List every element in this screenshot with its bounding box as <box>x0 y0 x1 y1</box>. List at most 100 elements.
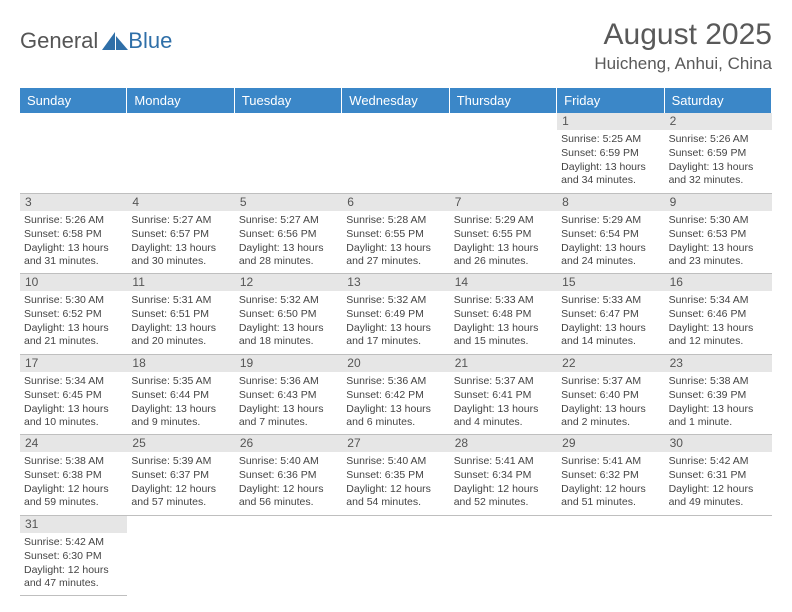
day-cell: 2Sunrise: 5:26 AMSunset: 6:59 PMDaylight… <box>665 113 772 194</box>
empty-cell <box>557 516 664 597</box>
day-number: 31 <box>20 516 127 533</box>
sunset-text: Sunset: 6:30 PM <box>24 550 123 563</box>
day-number: 9 <box>665 194 772 211</box>
daylight-text: Daylight: 13 hours and 27 minutes. <box>346 242 445 268</box>
logo-sail-icon <box>102 32 128 50</box>
day-number: 17 <box>20 355 127 372</box>
day-cell: 8Sunrise: 5:29 AMSunset: 6:54 PMDaylight… <box>557 194 664 275</box>
location-text: Huicheng, Anhui, China <box>594 54 772 74</box>
day-number: 27 <box>342 435 449 452</box>
sunrise-text: Sunrise: 5:42 AM <box>669 455 768 468</box>
day-header: Saturday <box>665 88 772 113</box>
logo-text-right: Blue <box>128 28 172 54</box>
sunset-text: Sunset: 6:48 PM <box>454 308 553 321</box>
sunrise-text: Sunrise: 5:39 AM <box>131 455 230 468</box>
day-number: 21 <box>450 355 557 372</box>
sunset-text: Sunset: 6:44 PM <box>131 389 230 402</box>
empty-cell <box>450 113 557 194</box>
sunrise-text: Sunrise: 5:29 AM <box>561 214 660 227</box>
day-number: 20 <box>342 355 449 372</box>
daylight-text: Daylight: 12 hours and 51 minutes. <box>561 483 660 509</box>
sunrise-text: Sunrise: 5:27 AM <box>131 214 230 227</box>
day-cell: 30Sunrise: 5:42 AMSunset: 6:31 PMDayligh… <box>665 435 772 516</box>
day-cell: 24Sunrise: 5:38 AMSunset: 6:38 PMDayligh… <box>20 435 127 516</box>
day-cell: 5Sunrise: 5:27 AMSunset: 6:56 PMDaylight… <box>235 194 342 275</box>
day-number: 14 <box>450 274 557 291</box>
daylight-text: Daylight: 13 hours and 12 minutes. <box>669 322 768 348</box>
daylight-text: Daylight: 13 hours and 6 minutes. <box>346 403 445 429</box>
daylight-text: Daylight: 13 hours and 28 minutes. <box>239 242 338 268</box>
day-cell: 11Sunrise: 5:31 AMSunset: 6:51 PMDayligh… <box>127 274 234 355</box>
day-cell: 9Sunrise: 5:30 AMSunset: 6:53 PMDaylight… <box>665 194 772 275</box>
daylight-text: Daylight: 13 hours and 2 minutes. <box>561 403 660 429</box>
sunrise-text: Sunrise: 5:36 AM <box>239 375 338 388</box>
day-number: 3 <box>20 194 127 211</box>
sunrise-text: Sunrise: 5:31 AM <box>131 294 230 307</box>
day-cell: 17Sunrise: 5:34 AMSunset: 6:45 PMDayligh… <box>20 355 127 436</box>
sunrise-text: Sunrise: 5:28 AM <box>346 214 445 227</box>
day-cell: 10Sunrise: 5:30 AMSunset: 6:52 PMDayligh… <box>20 274 127 355</box>
sunrise-text: Sunrise: 5:29 AM <box>454 214 553 227</box>
day-cell: 22Sunrise: 5:37 AMSunset: 6:40 PMDayligh… <box>557 355 664 436</box>
day-number: 4 <box>127 194 234 211</box>
sunset-text: Sunset: 6:58 PM <box>24 228 123 241</box>
sunset-text: Sunset: 6:41 PM <box>454 389 553 402</box>
day-cell: 31Sunrise: 5:42 AMSunset: 6:30 PMDayligh… <box>20 516 127 597</box>
day-header: Thursday <box>450 88 557 113</box>
daylight-text: Daylight: 12 hours and 52 minutes. <box>454 483 553 509</box>
day-number: 12 <box>235 274 342 291</box>
daylight-text: Daylight: 12 hours and 54 minutes. <box>346 483 445 509</box>
daylight-text: Daylight: 13 hours and 18 minutes. <box>239 322 338 348</box>
sunset-text: Sunset: 6:40 PM <box>561 389 660 402</box>
day-cell: 3Sunrise: 5:26 AMSunset: 6:58 PMDaylight… <box>20 194 127 275</box>
title-block: August 2025 Huicheng, Anhui, China <box>594 18 772 74</box>
day-number: 25 <box>127 435 234 452</box>
day-cell: 14Sunrise: 5:33 AMSunset: 6:48 PMDayligh… <box>450 274 557 355</box>
sunset-text: Sunset: 6:51 PM <box>131 308 230 321</box>
daylight-text: Daylight: 13 hours and 15 minutes. <box>454 322 553 348</box>
daylight-text: Daylight: 13 hours and 4 minutes. <box>454 403 553 429</box>
daylight-text: Daylight: 13 hours and 20 minutes. <box>131 322 230 348</box>
day-cell: 12Sunrise: 5:32 AMSunset: 6:50 PMDayligh… <box>235 274 342 355</box>
daylight-text: Daylight: 13 hours and 1 minute. <box>669 403 768 429</box>
daylight-text: Daylight: 12 hours and 47 minutes. <box>24 564 123 590</box>
daylight-text: Daylight: 13 hours and 32 minutes. <box>669 161 768 187</box>
day-number: 26 <box>235 435 342 452</box>
day-cell: 21 Sunrise: 5:37 AMSunset: 6:41 PMDayligh… <box>450 355 557 436</box>
sunset-text: Sunset: 6:52 PM <box>24 308 123 321</box>
sunset-text: Sunset: 6:57 PM <box>131 228 230 241</box>
sunrise-text: Sunrise: 5:41 AM <box>561 455 660 468</box>
empty-cell <box>342 113 449 194</box>
daylight-text: Daylight: 13 hours and 9 minutes. <box>131 403 230 429</box>
sunset-text: Sunset: 6:54 PM <box>561 228 660 241</box>
day-number: 29 <box>557 435 664 452</box>
daylight-text: Daylight: 13 hours and 14 minutes. <box>561 322 660 348</box>
day-number: 30 <box>665 435 772 452</box>
day-number: 28 <box>450 435 557 452</box>
sunset-text: Sunset: 6:42 PM <box>346 389 445 402</box>
sunrise-text: Sunrise: 5:35 AM <box>131 375 230 388</box>
day-header: Monday <box>127 88 234 113</box>
day-cell: 15Sunrise: 5:33 AMSunset: 6:47 PMDayligh… <box>557 274 664 355</box>
calendar-grid: SundayMondayTuesdayWednesdayThursdayFrid… <box>20 88 772 596</box>
day-cell: 25Sunrise: 5:39 AMSunset: 6:37 PMDayligh… <box>127 435 234 516</box>
empty-cell <box>127 516 234 597</box>
daylight-text: Daylight: 13 hours and 30 minutes. <box>131 242 230 268</box>
day-header: Friday <box>557 88 664 113</box>
day-number: 1 <box>557 113 664 130</box>
sunrise-text: Sunrise: 5:37 AM <box>454 375 553 388</box>
sunrise-text: Sunrise: 5:37 AM <box>561 375 660 388</box>
day-cell: 26Sunrise: 5:40 AMSunset: 6:36 PMDayligh… <box>235 435 342 516</box>
day-number: 10 <box>20 274 127 291</box>
day-header: Sunday <box>20 88 127 113</box>
sunrise-text: Sunrise: 5:36 AM <box>346 375 445 388</box>
sunrise-text: Sunrise: 5:40 AM <box>239 455 338 468</box>
day-number: 23 <box>665 355 772 372</box>
sunset-text: Sunset: 6:36 PM <box>239 469 338 482</box>
sunrise-text: Sunrise: 5:33 AM <box>561 294 660 307</box>
sunset-text: Sunset: 6:38 PM <box>24 469 123 482</box>
day-number: 5 <box>235 194 342 211</box>
daylight-text: Daylight: 13 hours and 21 minutes. <box>24 322 123 348</box>
month-title: August 2025 <box>594 18 772 52</box>
sunrise-text: Sunrise: 5:40 AM <box>346 455 445 468</box>
